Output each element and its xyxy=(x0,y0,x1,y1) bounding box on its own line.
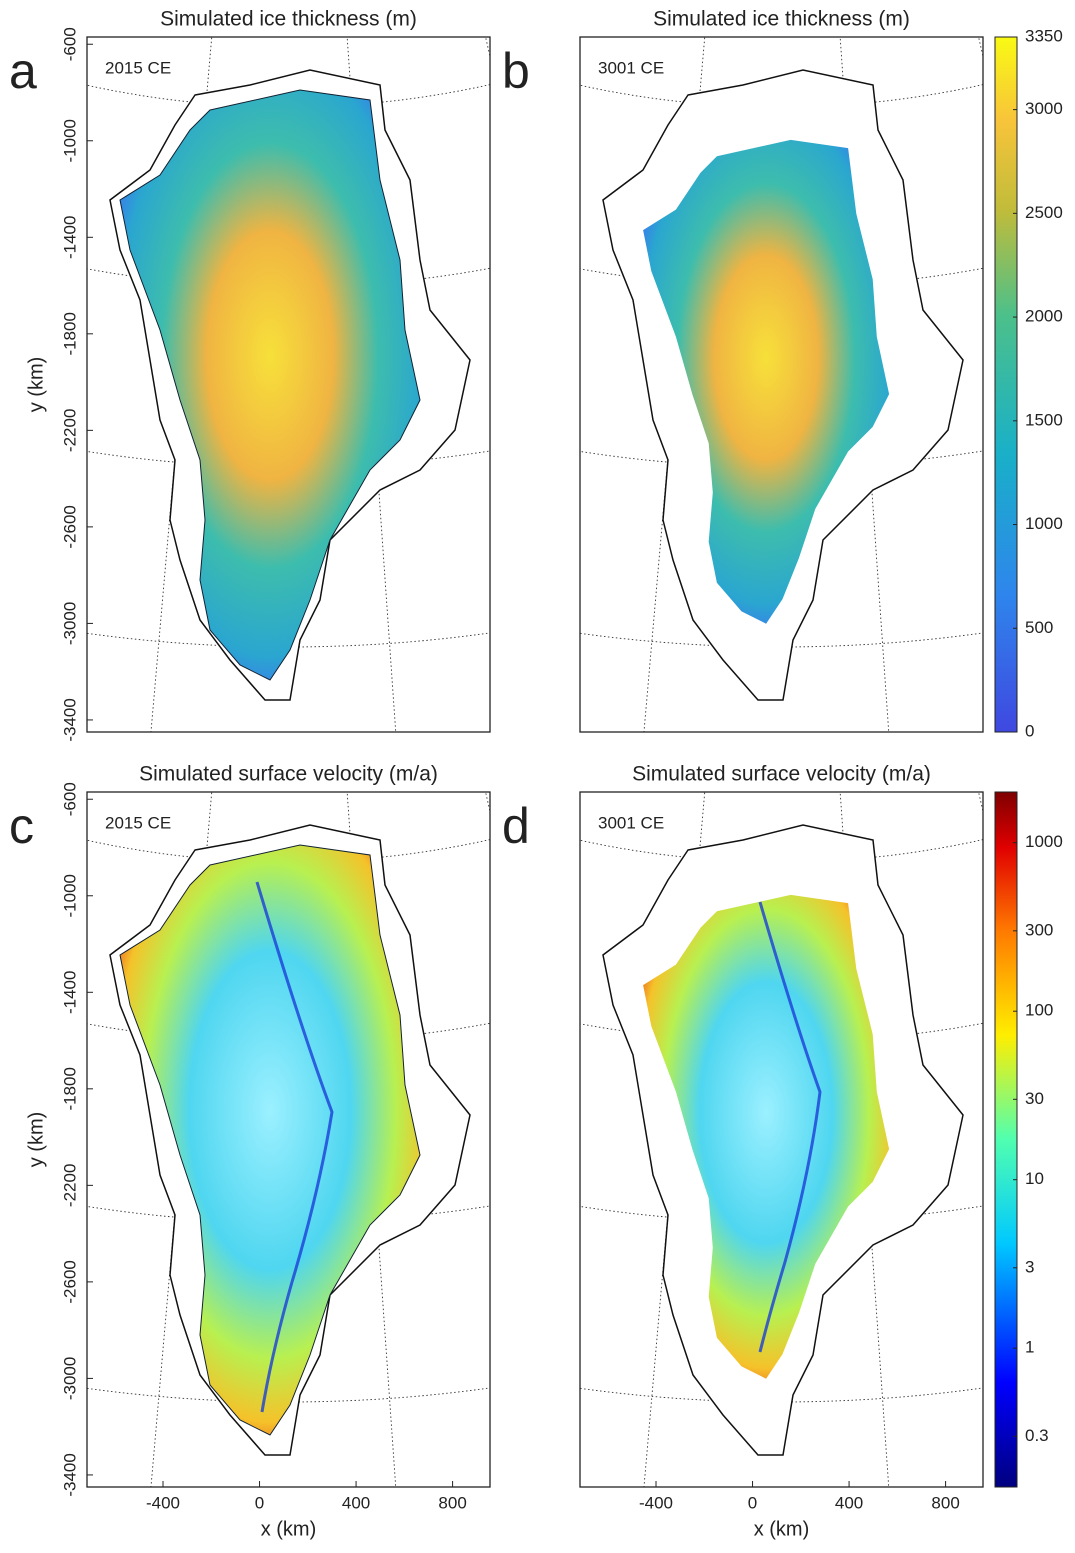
x-axis-label: x (km) xyxy=(261,1518,317,1540)
colorbar-tick-label: 100 xyxy=(1025,1001,1053,1020)
axes-frame xyxy=(579,36,984,733)
colorbar-tick-label: 3350 xyxy=(1025,26,1063,45)
panel-label: c xyxy=(9,798,34,854)
axes-frame xyxy=(579,791,984,1488)
colorbar-tick-label: 1000 xyxy=(1025,832,1063,851)
y-tick-label: -1400 xyxy=(60,216,79,259)
map-panel: 2015 CE xyxy=(0,0,491,827)
y-tick-label: -2200 xyxy=(60,409,79,452)
colorbar-tick-label: 1000 xyxy=(1025,514,1063,533)
colorbar-tick-label: 30 xyxy=(1025,1089,1044,1108)
colorbar-tick-label: 1 xyxy=(1025,1338,1034,1357)
colorbar xyxy=(994,791,1018,1488)
y-tick-label: -3000 xyxy=(60,602,79,645)
y-tick-label: -2600 xyxy=(60,1260,79,1303)
x-tick-label: 800 xyxy=(931,1493,959,1512)
chart-title: Simulated ice thickness (m) xyxy=(653,8,910,31)
y-tick-label: -3400 xyxy=(60,1453,79,1496)
colorbar xyxy=(994,36,1018,733)
annotation: 2015 CE xyxy=(105,813,171,832)
y-tick-label: -1800 xyxy=(60,1067,79,1110)
x-tick-label: 0 xyxy=(748,1493,757,1512)
x-axis-label: x (km) xyxy=(754,1518,810,1540)
x-tick-label: -400 xyxy=(146,1493,180,1512)
colorbar-tick-label: 3 xyxy=(1025,1257,1034,1276)
y-tick-label: -600 xyxy=(60,27,79,61)
map-area xyxy=(580,0,1075,753)
colorbar-tick-label: 300 xyxy=(1025,920,1053,939)
colorbar-tick-label: 500 xyxy=(1025,618,1053,637)
annotation: 2015 CE xyxy=(105,58,171,77)
panel-label: a xyxy=(9,43,37,99)
ice-sheet xyxy=(119,89,421,681)
y-tick-label: -2200 xyxy=(60,1164,79,1207)
y-tick-label: -1400 xyxy=(60,971,79,1014)
colorbar-tick-label: 10 xyxy=(1025,1169,1044,1188)
panel-label: b xyxy=(502,43,530,99)
graticule xyxy=(150,792,213,1487)
map-area xyxy=(0,0,490,827)
y-tick-label: -2600 xyxy=(60,505,79,548)
y-tick-label: -3000 xyxy=(60,1357,79,1400)
chart-title: Simulated ice thickness (m) xyxy=(160,8,417,31)
colorbar-tick-label: 0.3 xyxy=(1025,1426,1049,1445)
x-tick-label: 0 xyxy=(255,1493,264,1512)
graticule xyxy=(0,0,103,827)
x-tick-label: 800 xyxy=(438,1493,466,1512)
axes-frame xyxy=(86,36,491,733)
ice-divide-channel xyxy=(758,901,822,1353)
annotation: 3001 CE xyxy=(598,813,664,832)
map-panel: 3001 CE xyxy=(579,0,1075,753)
y-axis-label: y (km) xyxy=(25,357,47,413)
y-tick-label: -3400 xyxy=(60,698,79,741)
colorbar-tick-label: 0 xyxy=(1025,721,1034,740)
x-tick-label: -400 xyxy=(639,1493,673,1512)
ice-sheet xyxy=(643,139,890,624)
chart-title: Simulated surface velocity (m/a) xyxy=(139,763,438,786)
y-tick-label: -1800 xyxy=(60,312,79,355)
graticule xyxy=(1065,0,1075,753)
graticule xyxy=(643,792,706,1487)
panel-label: d xyxy=(502,798,530,854)
chart-title: Simulated surface velocity (m/a) xyxy=(632,763,931,786)
y-tick-label: -1000 xyxy=(60,874,79,917)
axes-frame xyxy=(86,791,491,1488)
y-tick-label: -1000 xyxy=(60,119,79,162)
y-axis-label: y (km) xyxy=(25,1112,47,1168)
graticule xyxy=(150,37,213,732)
colorbar-tick-label: 1500 xyxy=(1025,410,1063,429)
y-tick-label: -600 xyxy=(60,782,79,816)
graticule xyxy=(643,37,706,732)
colorbar-tick-label: 2000 xyxy=(1025,307,1063,326)
ice-divide-channel xyxy=(255,881,334,1413)
ice-sheet xyxy=(643,894,890,1379)
annotation: 3001 CE xyxy=(598,58,664,77)
x-tick-label: 400 xyxy=(835,1493,863,1512)
x-tick-label: 400 xyxy=(342,1493,370,1512)
graticule xyxy=(1065,637,1075,1509)
ice-sheet xyxy=(119,844,421,1436)
colorbar-tick-label: 2500 xyxy=(1025,203,1063,222)
colorbar-tick-label: 3000 xyxy=(1025,99,1063,118)
